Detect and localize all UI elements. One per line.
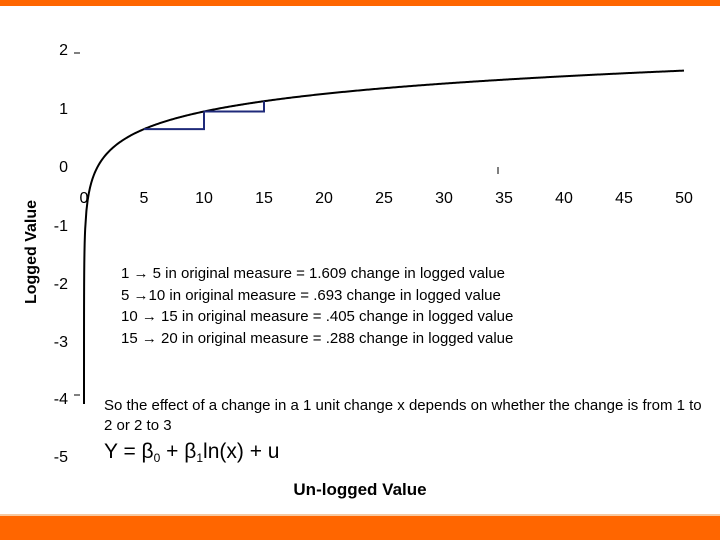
summary-text: So the effect of a change in a 1 unit ch… bbox=[104, 397, 702, 434]
annotation-line: 1 → 5 in original measure = 1.609 change… bbox=[121, 265, 506, 282]
y-tick-label: 1 bbox=[59, 101, 68, 118]
y-axis-label: Logged Value bbox=[23, 200, 40, 305]
step-change-lines bbox=[144, 101, 265, 131]
x-tick-label: 40 bbox=[555, 190, 573, 207]
x-tick-label: 10 bbox=[195, 190, 213, 207]
y-tick-label: -4 bbox=[53, 391, 68, 408]
y-tick-label: 0 bbox=[59, 159, 68, 176]
top-accent-bar bbox=[0, 0, 720, 6]
x-axis-label: Un-logged Value bbox=[293, 480, 427, 499]
y-tick-label: -5 bbox=[53, 449, 68, 466]
x-tick-label: 25 bbox=[375, 190, 393, 207]
x-tick-label: 0 bbox=[79, 190, 89, 207]
x-tick-label: 50 bbox=[675, 190, 693, 207]
x-tick-label: 45 bbox=[615, 190, 633, 207]
equation-subscript: 1 bbox=[196, 451, 204, 465]
x-tick-label: 15 bbox=[255, 190, 273, 207]
y-tick-label: 2 bbox=[59, 42, 68, 59]
equation-part: Y = β bbox=[104, 440, 154, 463]
x-tick-label: 30 bbox=[435, 190, 453, 207]
annotation-line: 10 → 15 in original measure = .405 chang… bbox=[121, 308, 514, 325]
annotation-line: 5 →10 in original measure = .693 change … bbox=[121, 286, 501, 304]
y-tick-label: -3 bbox=[53, 334, 68, 351]
equation-subscript: 0 bbox=[153, 451, 161, 465]
annotation-block: 1 → 5 in original measure = 1.609 change… bbox=[121, 263, 513, 349]
x-tick-label: 20 bbox=[315, 190, 333, 207]
y-tick-label: -1 bbox=[53, 218, 68, 235]
log-curve-line bbox=[83, 69, 685, 404]
x-tick-label: 5 bbox=[139, 190, 149, 207]
x-tick-label: 35 bbox=[495, 190, 513, 207]
equation-part: ln(x) + u bbox=[203, 440, 280, 463]
annotation-line: 15 → 20 in original measure = .288 chang… bbox=[121, 329, 514, 347]
bottom-bar-edge bbox=[0, 514, 720, 516]
bottom-accent-bar bbox=[0, 516, 720, 540]
y-tick-label: -2 bbox=[53, 276, 68, 293]
equation-part: + β bbox=[160, 440, 197, 463]
regression-equation: Y = β0 + β1ln(x) + u bbox=[104, 440, 279, 465]
